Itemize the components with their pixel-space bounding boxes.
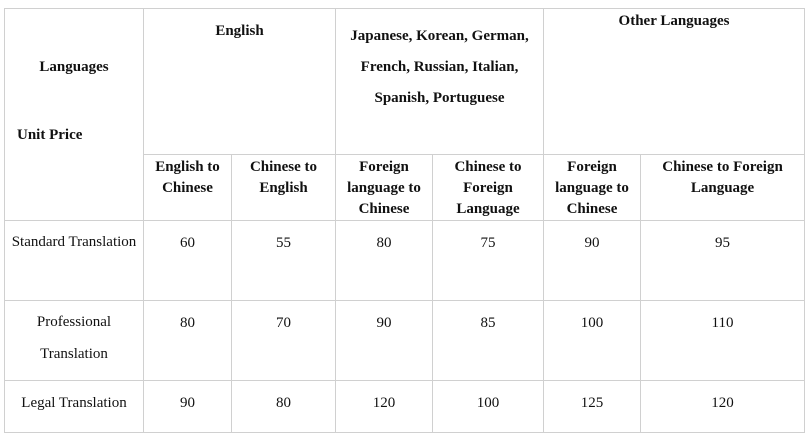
header-row-columns: English to Chinese Chinese to English Fo… xyxy=(5,154,806,221)
column-header: Foreign language to Chinese xyxy=(543,154,642,221)
price-cell: 100 xyxy=(431,380,545,433)
price-cell: 60 xyxy=(143,220,232,301)
price-cell: 120 xyxy=(335,380,433,433)
price-cell: 125 xyxy=(543,380,642,433)
column-header: English to Chinese xyxy=(143,154,232,221)
price-cell: 80 xyxy=(231,380,336,433)
price-cell: 55 xyxy=(231,220,336,301)
unit-price-label: Unit Price xyxy=(17,127,83,143)
price-cell: 75 xyxy=(431,220,545,301)
column-header: Chinese to English xyxy=(231,154,336,221)
column-header: Chinese to Foreign Language xyxy=(431,154,545,221)
header-row-groups: Languages Unit Price English Japanese, K… xyxy=(4,8,806,221)
price-cell: 120 xyxy=(640,380,806,433)
row-label: Legal Translation xyxy=(4,380,144,433)
price-cell: 85 xyxy=(431,300,545,381)
price-cell: 90 xyxy=(143,380,232,433)
languages-label: Languages xyxy=(39,59,109,75)
row-label: Standard Translation xyxy=(4,220,144,301)
group-header-english: English xyxy=(143,8,336,155)
price-cell: 100 xyxy=(543,300,642,381)
table-row: Professional Translation 80 70 90 85 100… xyxy=(4,300,806,381)
column-header: Chinese to Foreign Language xyxy=(640,154,806,221)
price-cell: 80 xyxy=(335,220,433,301)
corner-header-cell: Languages Unit Price xyxy=(4,8,144,221)
price-cell: 95 xyxy=(640,220,806,301)
group-header-other-languages: Other Languages xyxy=(543,8,806,155)
row-label: Professional Translation xyxy=(4,300,144,381)
pricing-table-container: Languages Unit Price English Japanese, K… xyxy=(4,8,806,433)
price-cell: 90 xyxy=(335,300,433,381)
price-cell: 110 xyxy=(640,300,806,381)
table-row: Legal Translation 90 80 120 100 125 120 xyxy=(4,380,806,433)
price-cell: 80 xyxy=(143,300,232,381)
table-row: Standard Translation 60 55 80 75 90 95 xyxy=(4,220,806,301)
column-header: Foreign language to Chinese xyxy=(335,154,433,221)
group-header-european-asian-languages: Japanese, Korean, German, French, Russia… xyxy=(334,8,545,155)
price-cell: 90 xyxy=(543,220,642,301)
price-cell: 70 xyxy=(231,300,336,381)
translation-pricing-table: Languages Unit Price English Japanese, K… xyxy=(4,8,806,433)
